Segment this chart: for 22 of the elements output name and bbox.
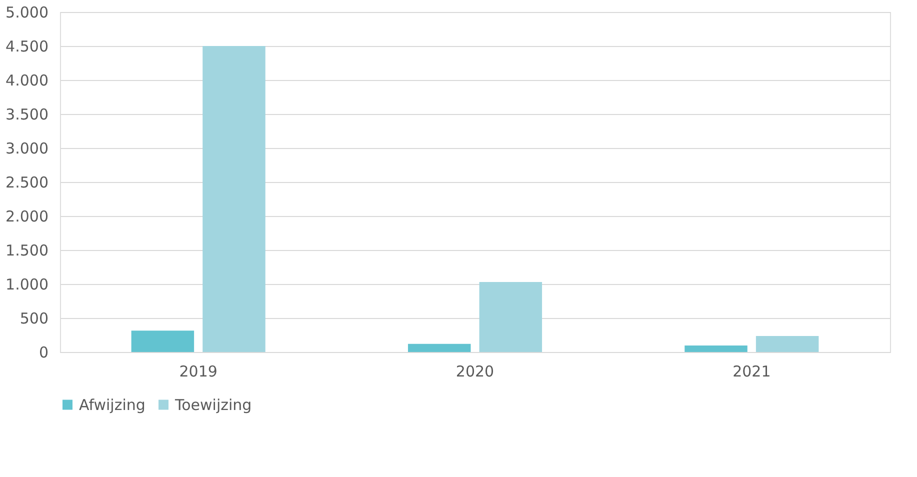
bar bbox=[684, 346, 748, 352]
legend-label: Toewijzing bbox=[174, 396, 252, 414]
y-tick-label: 2.500 bbox=[6, 174, 48, 192]
y-tick-label: 1.500 bbox=[6, 242, 48, 260]
y-tick-label: 5.000 bbox=[6, 4, 48, 22]
x-tick-label: 2020 bbox=[456, 362, 494, 380]
y-tick-label: 1.000 bbox=[6, 276, 48, 294]
y-tick-label: 4.500 bbox=[6, 38, 48, 56]
y-tick-label: 3.500 bbox=[6, 106, 48, 124]
y-tick-label: 3.000 bbox=[6, 140, 48, 158]
bar bbox=[756, 336, 819, 352]
y-tick-label: 500 bbox=[20, 310, 48, 328]
legend-label: Afwijzing bbox=[79, 396, 146, 414]
y-tick-label: 0 bbox=[38, 344, 48, 362]
y-tick-label: 4.000 bbox=[6, 72, 48, 90]
bar bbox=[202, 46, 266, 352]
x-tick-label: 2021 bbox=[732, 362, 771, 380]
bar bbox=[131, 330, 194, 352]
bar bbox=[479, 282, 542, 352]
bar bbox=[408, 344, 471, 352]
x-tick-label: 2019 bbox=[179, 362, 218, 380]
y-tick-label: 2.000 bbox=[6, 208, 48, 226]
